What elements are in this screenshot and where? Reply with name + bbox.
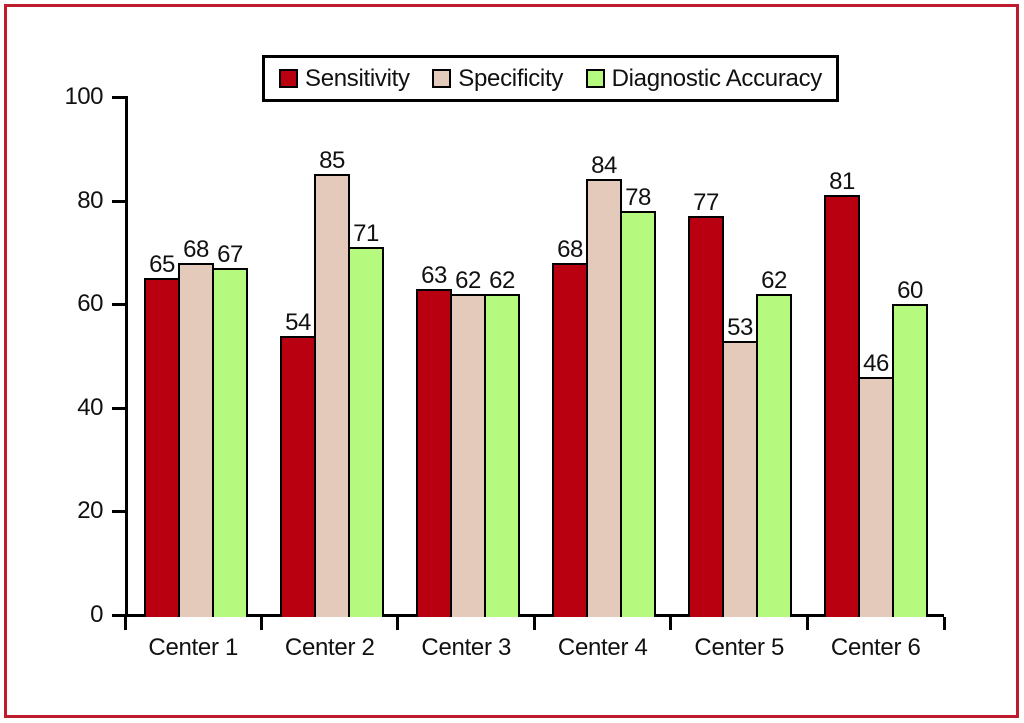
legend-label: Specificity [458, 64, 564, 92]
bar-group: 54 85 71 [264, 96, 400, 617]
x-axis-tick [806, 617, 809, 630]
bar-value-label: 62 [455, 266, 481, 294]
bar-value-label: 63 [421, 261, 447, 289]
bar-value-label: 67 [217, 240, 243, 268]
legend-swatch-icon [432, 69, 452, 88]
bar-value-label: 71 [353, 220, 379, 248]
bar-specificity: 53 [722, 314, 758, 617]
legend-item: Specificity [432, 65, 563, 93]
bar-sensitivity: 54 [280, 309, 316, 617]
legend-item: Sensitivity [279, 65, 410, 93]
y-axis-tick [112, 96, 125, 99]
bar-value-label: 77 [693, 188, 719, 216]
bar-value-label: 78 [625, 183, 651, 211]
y-axis-tick [112, 510, 125, 514]
bar-value-label: 68 [557, 235, 583, 263]
category-label: Center 1 [148, 634, 239, 661]
legend-swatch-icon [279, 69, 298, 88]
y-axis-tick-label: 20 [77, 497, 103, 525]
bar-value-label: 84 [591, 152, 617, 180]
y-axis-tick [112, 406, 125, 410]
bar-specificity: 68 [178, 236, 214, 617]
bar-value-label: 62 [489, 266, 515, 294]
bar-group: 65 68 67 [128, 96, 264, 617]
bar-group: 81 46 60 [808, 96, 944, 617]
x-axis [125, 614, 944, 617]
bar-value-label: 60 [897, 277, 923, 305]
category-label: Center 4 [557, 634, 648, 661]
y-axis-tick [112, 199, 125, 203]
bar-sensitivity: 65 [144, 251, 180, 617]
x-axis-tick [123, 617, 127, 630]
category-labels: Center 1 Center 2 Center 3 Center 4 Center 5… [125, 634, 944, 662]
legend: Sensitivity Specificity Diagnostic Accurac… [262, 55, 839, 102]
bar-value-label: 65 [149, 251, 175, 279]
bar-group: 63 62 62 [400, 96, 536, 617]
plot-area: 0 20 40 60 80 100 65 68 67 54 85 71 63 62 62 68 84 78 77 5… [64, 84, 946, 661]
y-axis-ticks: 0 20 40 60 80 100 [64, 84, 944, 628]
bar-specificity: 62 [450, 267, 486, 617]
y-axis-tick [112, 614, 125, 617]
x-axis-tick [942, 617, 946, 630]
bar-sensitivity: 63 [416, 262, 452, 617]
bar-specificity: 84 [586, 152, 622, 617]
bar-diagnostic-accuracy: 62 [484, 267, 520, 617]
category-label: Center 5 [694, 634, 785, 661]
bar-group: 68 84 78 [536, 96, 672, 617]
y-axis [125, 96, 128, 617]
category-label: Center 2 [284, 634, 375, 661]
bar-sensitivity: 68 [552, 236, 588, 617]
bar-specificity: 85 [314, 147, 350, 617]
y-axis-tick-label: 0 [90, 601, 103, 628]
bar-sensitivity: 77 [688, 189, 724, 617]
x-axis-tick [396, 617, 400, 630]
bar-diagnostic-accuracy: 67 [212, 241, 248, 617]
bar-group: 77 53 62 [672, 96, 808, 617]
bar-value-label: 53 [727, 313, 753, 341]
figure-frame: Sensitivity Specificity Diagnostic Accurac… [4, 4, 1019, 718]
x-axis-tick [259, 617, 263, 630]
bar-diagnostic-accuracy: 60 [892, 277, 928, 617]
y-axis-tick-label: 40 [77, 393, 103, 421]
legend-swatch-icon [585, 69, 605, 88]
bar-value-label: 54 [285, 308, 311, 336]
bar-value-label: 81 [829, 168, 855, 195]
category-label: Center 3 [421, 634, 512, 661]
x-axis-tick [533, 617, 536, 630]
y-axis-tick-label: 80 [77, 186, 103, 214]
y-axis-tick [112, 303, 125, 307]
bar-diagnostic-accuracy: 71 [348, 220, 384, 617]
bar-sensitivity: 81 [824, 168, 860, 617]
bar-value-label: 68 [183, 235, 209, 263]
x-axis-ticks [123, 96, 946, 630]
bar-groups: 65 68 67 54 85 71 63 62 62 68 84 78 77 53 62 81 46 60 [128, 96, 944, 617]
legend-label: Sensitivity [305, 64, 410, 92]
legend-item: Diagnostic Accuracy [585, 64, 823, 93]
bar-value-label: 46 [863, 350, 889, 378]
category-label: Center 6 [830, 634, 921, 661]
bar-value-label: 62 [761, 266, 787, 294]
legend-label: Diagnostic Accuracy [611, 64, 823, 92]
x-axis-tick [669, 617, 673, 630]
y-axis-tick-label: 60 [77, 290, 103, 318]
bar-diagnostic-accuracy: 78 [620, 184, 656, 617]
bar-diagnostic-accuracy: 62 [756, 267, 792, 617]
y-axis-tick-label: 100 [64, 83, 103, 110]
bar-specificity: 46 [858, 350, 894, 617]
bar-value-label: 85 [319, 147, 345, 175]
